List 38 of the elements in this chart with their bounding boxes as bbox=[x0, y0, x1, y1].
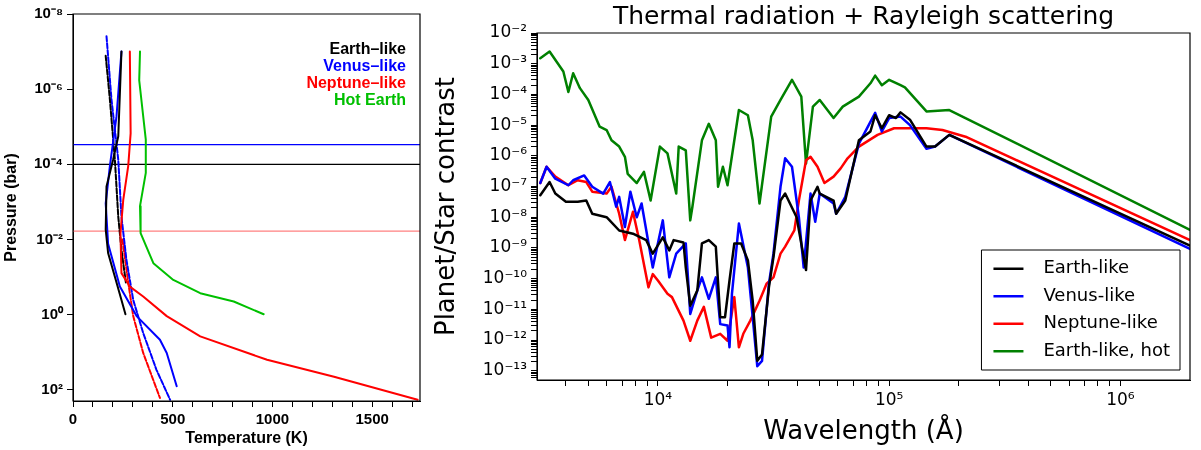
y-tick-label: 10⁻⁹ bbox=[489, 236, 528, 257]
x-tick-label: 10⁴ bbox=[643, 388, 673, 409]
x-tick-label: 1500 bbox=[355, 410, 389, 428]
text: Earth–like bbox=[329, 40, 407, 58]
x-axis-title: Wavelength (Å) bbox=[763, 414, 964, 446]
y-tick-label: 10⁻⁵ bbox=[489, 113, 527, 134]
y-tick-label: 10⁻¹⁰ bbox=[482, 267, 528, 288]
y-tick-label: 10⁻⁸ bbox=[34, 4, 63, 22]
y-tick-label: 10⁻⁸ bbox=[489, 205, 528, 226]
y-tick-label: 10⁻⁷ bbox=[489, 174, 528, 195]
y-tick-label: 10⁻¹¹ bbox=[482, 297, 527, 318]
y-tick-label: 10⁻⁴ bbox=[489, 82, 528, 103]
y-tick-label: 10⁻⁶ bbox=[489, 144, 528, 165]
legend-label: Earth-like bbox=[1043, 256, 1130, 278]
y-tick-label: 10⁻¹³ bbox=[482, 359, 527, 380]
y-tick-label: 10⁻² bbox=[489, 21, 527, 42]
text: Venus–like bbox=[323, 57, 407, 75]
legend-label: Venus-like bbox=[1043, 283, 1135, 305]
y-tick-label: 10⁻² bbox=[36, 229, 63, 247]
x-axis-title: Temperature (K) bbox=[185, 428, 308, 446]
legend-label: Earth-like, hot bbox=[1043, 338, 1170, 360]
y-tick-label: 10⁻⁴ bbox=[33, 154, 63, 172]
y-tick-label: 10⁻¹² bbox=[482, 328, 527, 349]
y-axis-title: Planet/Star contrast bbox=[430, 76, 461, 337]
y-axis-title: Pressure (bar) bbox=[2, 153, 20, 262]
x-tick-label: 10⁵ bbox=[874, 388, 904, 409]
y-tick-label: 10² bbox=[41, 379, 63, 397]
chart-title: Thermal radiation + Rayleigh scattering bbox=[611, 1, 1115, 30]
x-tick-label: 10⁶ bbox=[1106, 388, 1135, 409]
y-tick-label: 10⁻³ bbox=[489, 52, 527, 73]
x-tick-label: 0 bbox=[68, 410, 78, 428]
y-tick-label: 10⁻⁶ bbox=[34, 79, 63, 97]
text: Neptune–like bbox=[306, 74, 407, 92]
x-tick-label: 500 bbox=[160, 410, 186, 428]
legend-label: Neptune-like bbox=[1043, 311, 1158, 333]
y-tick-label: 10⁰ bbox=[41, 304, 64, 322]
x-tick-label: 1000 bbox=[255, 410, 290, 428]
text: Hot Earth bbox=[334, 91, 406, 109]
